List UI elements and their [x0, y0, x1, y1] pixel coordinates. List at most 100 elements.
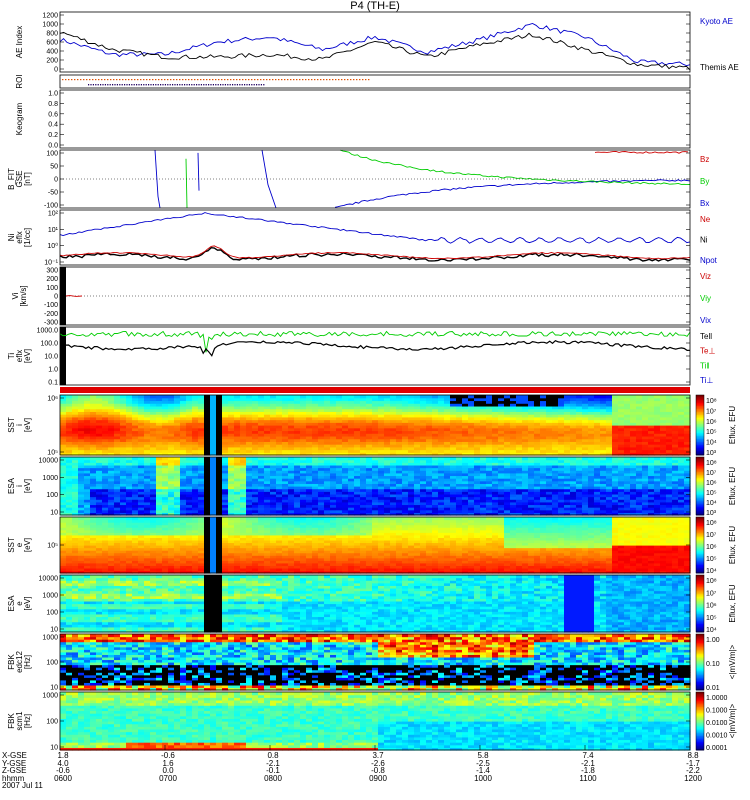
spectrogram-cell: [72, 430, 79, 434]
spectrogram-cell: [462, 486, 469, 490]
spectrogram-cell: [678, 496, 685, 500]
spectrogram-cell: [504, 414, 511, 418]
roi-mark: [290, 79, 292, 81]
spectrogram-cell: [66, 496, 73, 500]
spectrogram-cell: [630, 446, 637, 451]
spectrogram-cell: [264, 441, 271, 445]
spectrogram-cell: [78, 464, 85, 469]
spectrogram-cell: [558, 472, 565, 477]
spectrogram-cell: [90, 478, 97, 482]
spectrogram-cell: [492, 419, 499, 423]
spectrogram-cell: [210, 493, 217, 498]
spectrogram-cell: [660, 496, 667, 500]
spectrogram-cell: [552, 433, 559, 437]
spectrogram-cell: [114, 488, 121, 492]
spectrogram-cell: [234, 452, 241, 456]
spectrogram-cell: [678, 446, 685, 451]
spectrogram-cell: [438, 493, 445, 498]
spectrogram-cell: [624, 411, 631, 415]
spectrogram-cell: [558, 425, 565, 429]
spectrogram-cell: [420, 441, 427, 445]
spectrogram-cell: [510, 462, 517, 466]
spectrogram-cell: [660, 449, 667, 453]
spectrogram-cell: [174, 403, 181, 407]
spectrogram-cell: [366, 478, 373, 482]
spectrogram-cell: [342, 464, 349, 469]
spectrogram-cell: [396, 433, 403, 437]
spectrogram-cell: [228, 400, 235, 404]
colorbar-cell: [696, 405, 704, 408]
spectrogram-cell: [90, 470, 97, 474]
spectrogram-cell: [522, 435, 529, 440]
spectrogram-cell: [96, 496, 103, 500]
spectrogram-cell: [642, 441, 649, 445]
spectrogram-cell: [222, 470, 229, 474]
spectrogram-cell: [588, 441, 595, 445]
spectrogram-cell: [390, 512, 397, 516]
spectrogram-cell: [156, 433, 163, 437]
colorbar-cell: [696, 416, 704, 418]
spectrogram-cell: [252, 395, 259, 399]
spectrogram-cell: [630, 411, 637, 415]
spectrogram-cell: [84, 509, 91, 513]
spectrogram-cell: [138, 444, 145, 448]
spectrogram-cell: [366, 416, 373, 421]
spectrogram-cell: [654, 464, 661, 469]
spectrogram-cell: [492, 397, 499, 402]
roi-mark: [138, 84, 140, 86]
spectrogram-cell: [264, 464, 271, 469]
roi-mark: [188, 79, 190, 81]
roi-mark: [116, 84, 118, 86]
spectrogram-cell: [570, 491, 577, 495]
spectrogram-cell: [96, 501, 103, 506]
spectrogram-cell: [660, 444, 667, 448]
spectrogram-cell: [288, 449, 295, 453]
spectrogram-cell: [102, 486, 109, 490]
spectrogram-cell: [378, 425, 385, 429]
spectrogram-cell: [204, 411, 211, 415]
spectrogram-cell: [132, 486, 139, 490]
spectrogram-cell: [546, 488, 553, 492]
spectrogram-cell: [60, 449, 67, 453]
spectrogram-cell: [240, 501, 247, 506]
spectrogram-cell: [348, 509, 355, 513]
spectrogram-cell: [258, 475, 265, 479]
spectrogram-cell: [270, 475, 277, 479]
spectrogram-cell: [180, 470, 187, 474]
spectrogram-cell: [186, 488, 193, 492]
colorbar-cell: [696, 425, 704, 427]
spectrogram-cell: [438, 509, 445, 513]
spectrogram-cell: [552, 400, 559, 404]
spectrogram-cell: [558, 501, 565, 506]
spectrogram-cell: [132, 472, 139, 477]
spectrogram-cell: [624, 435, 631, 440]
colorbar-cell: [696, 417, 704, 420]
spectrogram-cell: [564, 512, 571, 516]
spectrogram-cell: [624, 509, 631, 513]
spectrogram-cell: [618, 459, 625, 463]
spectrogram-cell: [282, 416, 289, 421]
spectrogram-cell: [486, 430, 493, 434]
spectrogram-cell: [90, 509, 97, 513]
spectrogram-cell: [630, 462, 637, 466]
spectrogram-cell: [510, 452, 517, 456]
spectrogram-cell: [114, 496, 121, 500]
spectrogram-cell: [150, 414, 157, 418]
spectrogram-cell: [486, 425, 493, 429]
spectrogram-cell: [150, 408, 157, 412]
spectrogram-cell: [336, 430, 343, 434]
spectrogram-cell: [228, 405, 235, 410]
spectrogram-cell: [306, 411, 313, 415]
spectrogram-cell: [408, 441, 415, 445]
spectrogram-cell: [504, 488, 511, 492]
spectrogram-cell: [330, 425, 337, 429]
spectrogram-cell: [216, 480, 223, 484]
spectrogram-cell: [288, 403, 295, 407]
roi-mark: [107, 84, 109, 86]
spectrogram-cell: [300, 419, 307, 423]
roi-mark: [287, 79, 289, 81]
spectrogram-cell: [162, 427, 169, 432]
roi-mark: [260, 79, 262, 81]
spectrogram-cell: [222, 464, 229, 469]
spectrogram-cell: [216, 478, 223, 482]
